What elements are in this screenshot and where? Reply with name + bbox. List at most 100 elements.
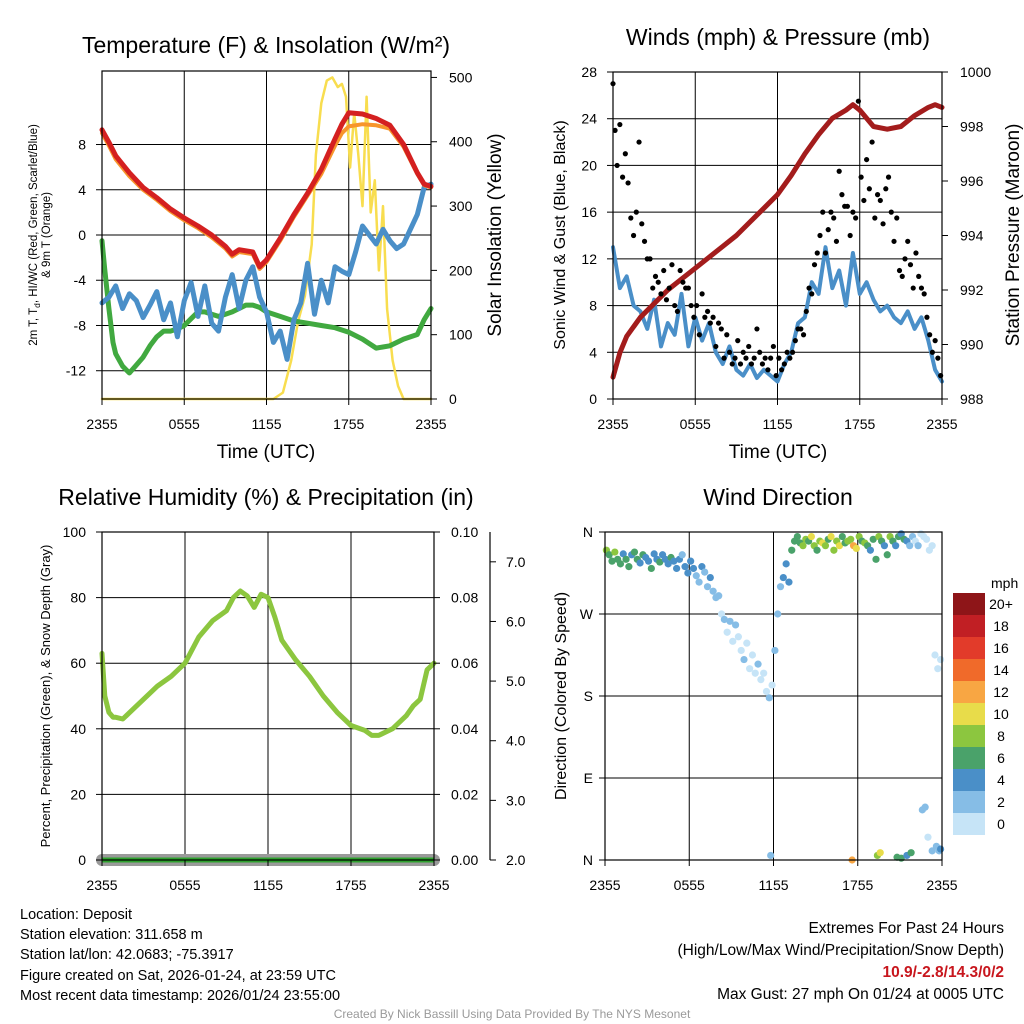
x-tick-label: 1155 [758, 877, 788, 893]
direction-point [838, 532, 846, 541]
gust-point [661, 267, 667, 274]
x-tick-label: 1755 [842, 877, 873, 893]
extremes-title: Extremes For Past 24 Hours [808, 920, 1004, 937]
y-tick-label: 16 [581, 204, 597, 220]
x-tick-label: 2355 [589, 877, 620, 893]
humidity-y-label: Percent, Precipitation (Green), & Snow D… [38, 545, 53, 848]
gust-point [732, 355, 738, 361]
gust-point [765, 367, 771, 373]
direction-point [767, 851, 775, 860]
direction-point [827, 532, 835, 541]
station-location: Location: Deposit [20, 907, 133, 923]
direction-point [774, 610, 782, 618]
colorbar-swatch [953, 791, 985, 813]
x-tick-label: 1755 [333, 416, 364, 432]
y-tick-label: -12 [66, 363, 86, 379]
direction-point [670, 557, 678, 565]
gust-point [927, 332, 933, 338]
direction-title: Wind Direction [703, 484, 853, 510]
gust-point [866, 186, 872, 192]
station-latlon: Station lat/lon: 42.0683; -75.3917 [20, 947, 234, 964]
x-tick-label: 2355 [86, 416, 117, 432]
direction-point [751, 669, 759, 677]
gust-point [770, 343, 776, 350]
gust-point [773, 373, 779, 379]
gust-point [666, 285, 672, 291]
gust-point [839, 192, 845, 198]
direction-point [650, 550, 658, 558]
gust-point [614, 162, 620, 169]
direction-point [807, 532, 816, 541]
x-tick-label: 2355 [926, 416, 957, 432]
colorbar-swatch [953, 769, 985, 791]
y-tick-label: 28 [581, 64, 597, 80]
direction-point [647, 564, 655, 573]
direction-point [689, 564, 698, 573]
x-tick-label: 0555 [674, 877, 705, 893]
precip-tick-label: 0.10 [451, 524, 478, 540]
y-tick-label: 60 [70, 655, 86, 671]
direction-y-label: Direction (Colored By Speed) [553, 592, 570, 800]
gust-point [789, 349, 796, 355]
gust-point [880, 221, 886, 227]
extremes-block: Extremes For Past 24 Hours (High/Low/Max… [678, 918, 1005, 1006]
gust-point [817, 232, 823, 239]
x-tick-label: 1155 [762, 416, 792, 432]
station-elevation: Station elevation: 311.658 m [20, 927, 203, 944]
gust-point [811, 262, 818, 268]
direction-point [622, 555, 630, 563]
colorbar-label: 2 [997, 794, 1005, 810]
y-tick-label: 4 [589, 344, 597, 360]
snow-tick-label: 2.0 [506, 852, 526, 868]
x-tick-label: 2355 [597, 416, 628, 432]
gust-point [861, 197, 867, 204]
gust-point [894, 215, 900, 221]
gust-point [921, 291, 927, 297]
recent-timestamp: Most recent data timestamp: 2026/01/24 2… [20, 987, 341, 1004]
gust-point [724, 332, 730, 338]
direction-point [771, 646, 779, 655]
snow-tick-label: 4.0 [506, 733, 526, 749]
direction-point [768, 681, 776, 689]
humidity-title: Relative Humidity (%) & Precipitation (i… [58, 484, 473, 510]
direction-point [779, 573, 787, 582]
direction-panel: Wind Direction 2355 0555 1155 1755 2355 N E S W N… [553, 484, 1018, 893]
gust-point [833, 238, 840, 244]
gust-point [825, 227, 831, 233]
direction-point [883, 551, 891, 559]
gust-point [768, 355, 774, 361]
direction-point [866, 546, 874, 554]
snow-tick-label: 7.0 [506, 554, 526, 570]
gust-point [672, 302, 678, 309]
gust-point [699, 291, 705, 297]
colorbar-swatch [953, 747, 985, 769]
direction-point [746, 665, 754, 673]
y-tick-label: 4 [78, 182, 86, 198]
y2-tick-label: 1000 [960, 64, 991, 80]
gust-point [918, 285, 925, 291]
winds-x-label: Time (UTC) [729, 442, 828, 463]
y-tick-label: 0 [78, 852, 86, 868]
gust-point [902, 256, 908, 262]
direction-point [934, 665, 942, 673]
gust-point [663, 297, 670, 303]
x-tick-label: 2355 [418, 877, 449, 893]
credit-line: Created By Nick Bassill Using Data Provi… [333, 1007, 691, 1021]
direction-point [740, 655, 748, 664]
y2-tick-label: 994 [960, 228, 984, 244]
direction-point [813, 546, 821, 554]
direction-point [765, 694, 773, 702]
gust-point [828, 209, 834, 215]
gust-point [713, 343, 719, 350]
direction-point [876, 849, 884, 857]
temperature-panel: Temperature (F) & Insolation (W/m²) 2355… [28, 32, 506, 463]
direction-point [852, 544, 860, 553]
direction-point [681, 563, 689, 571]
gust-point [612, 127, 618, 133]
y2-tick-label: 300 [449, 198, 473, 214]
gust-point [704, 308, 711, 315]
direction-point [709, 587, 717, 595]
gust-point [625, 180, 631, 186]
direction-point [743, 639, 751, 647]
